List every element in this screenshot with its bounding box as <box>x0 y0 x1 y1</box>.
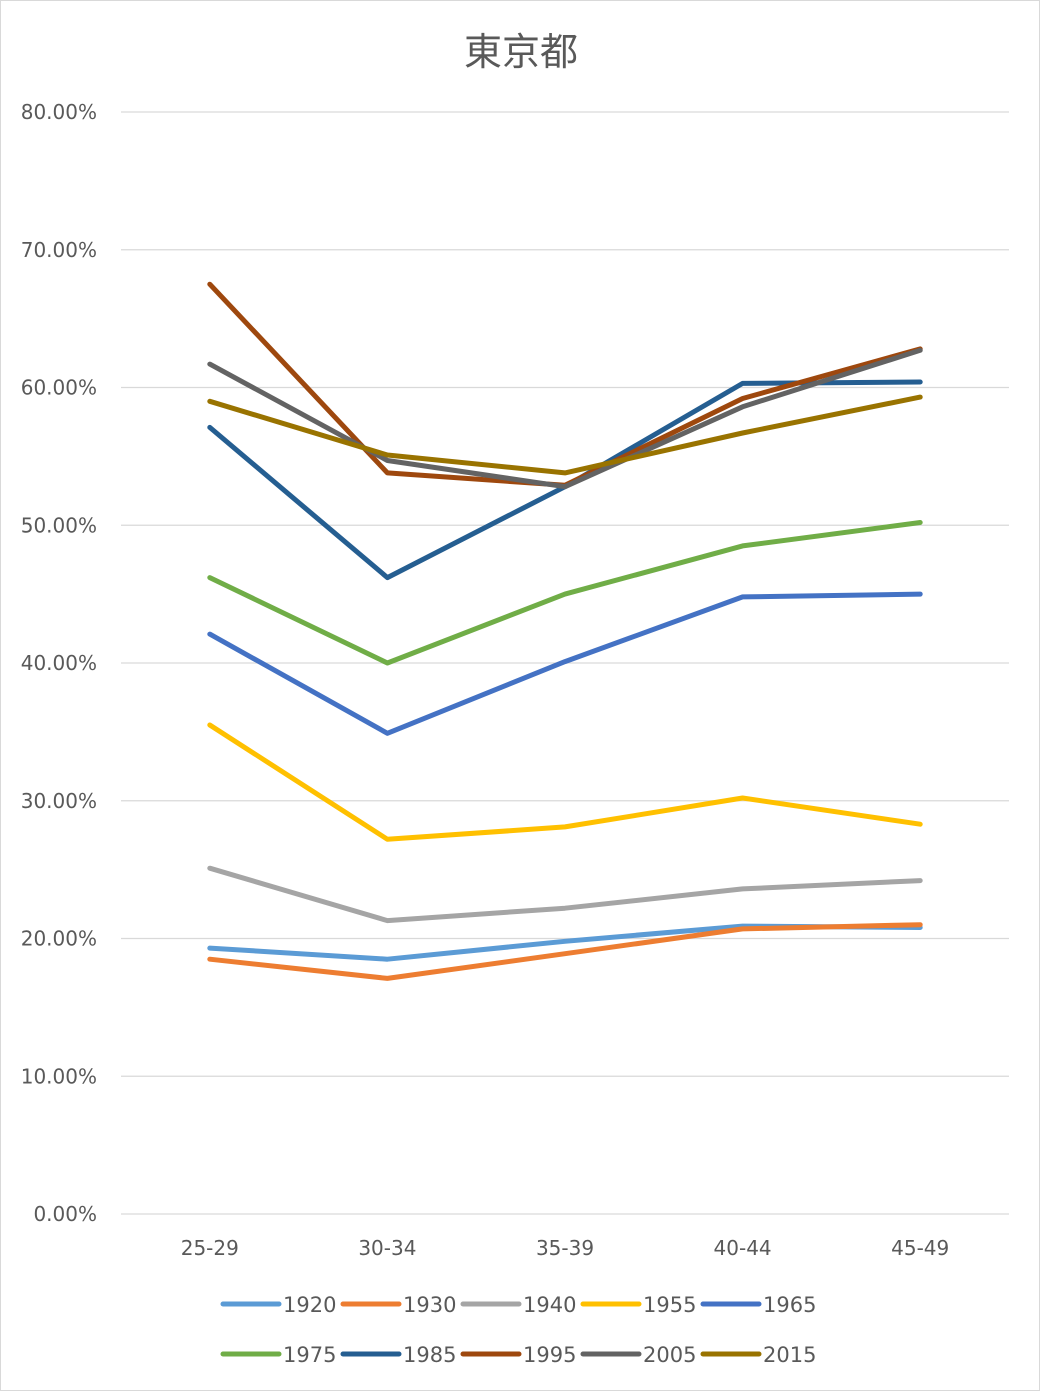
series-line-1975 <box>207 520 923 666</box>
y-tick-label: 20.00% <box>21 927 97 951</box>
legend-label: 1955 <box>643 1293 696 1317</box>
y-tick-label: 40.00% <box>21 651 97 675</box>
series-line-1985 <box>207 379 923 581</box>
legend-label: 1965 <box>763 1293 816 1317</box>
series-line-1965 <box>207 591 923 736</box>
y-tick-label: 30.00% <box>21 789 97 813</box>
legend-label: 1920 <box>283 1293 336 1317</box>
y-tick-label: 60.00% <box>21 376 97 400</box>
series-line-2015 <box>207 394 923 476</box>
series-line-1930 <box>207 922 923 981</box>
chart-title: 東京都 <box>464 30 578 74</box>
y-tick-label: 80.00% <box>21 100 97 124</box>
series-line-2005 <box>207 347 923 490</box>
y-tick-label: 50.00% <box>21 513 97 537</box>
legend-label: 1930 <box>403 1293 456 1317</box>
x-tick-label: 30-34 <box>358 1236 416 1260</box>
legend-label: 1995 <box>523 1343 576 1367</box>
legend-label: 2015 <box>763 1343 816 1367</box>
series-line-1940 <box>207 865 923 924</box>
x-tick-label: 25-29 <box>181 1236 239 1260</box>
legend-label: 1940 <box>523 1293 576 1317</box>
x-tick-label: 35-39 <box>536 1236 594 1260</box>
series-line-1955 <box>207 722 923 842</box>
y-tick-label: 10.00% <box>21 1064 97 1088</box>
y-tick-label: 70.00% <box>21 238 97 262</box>
legend-label: 1975 <box>283 1343 336 1367</box>
x-tick-label: 45-49 <box>891 1236 949 1260</box>
y-tick-label: 0.00% <box>33 1202 97 1226</box>
legend-label: 2005 <box>643 1343 696 1367</box>
x-tick-label: 40-44 <box>714 1236 772 1260</box>
legend-label: 1985 <box>403 1343 456 1367</box>
